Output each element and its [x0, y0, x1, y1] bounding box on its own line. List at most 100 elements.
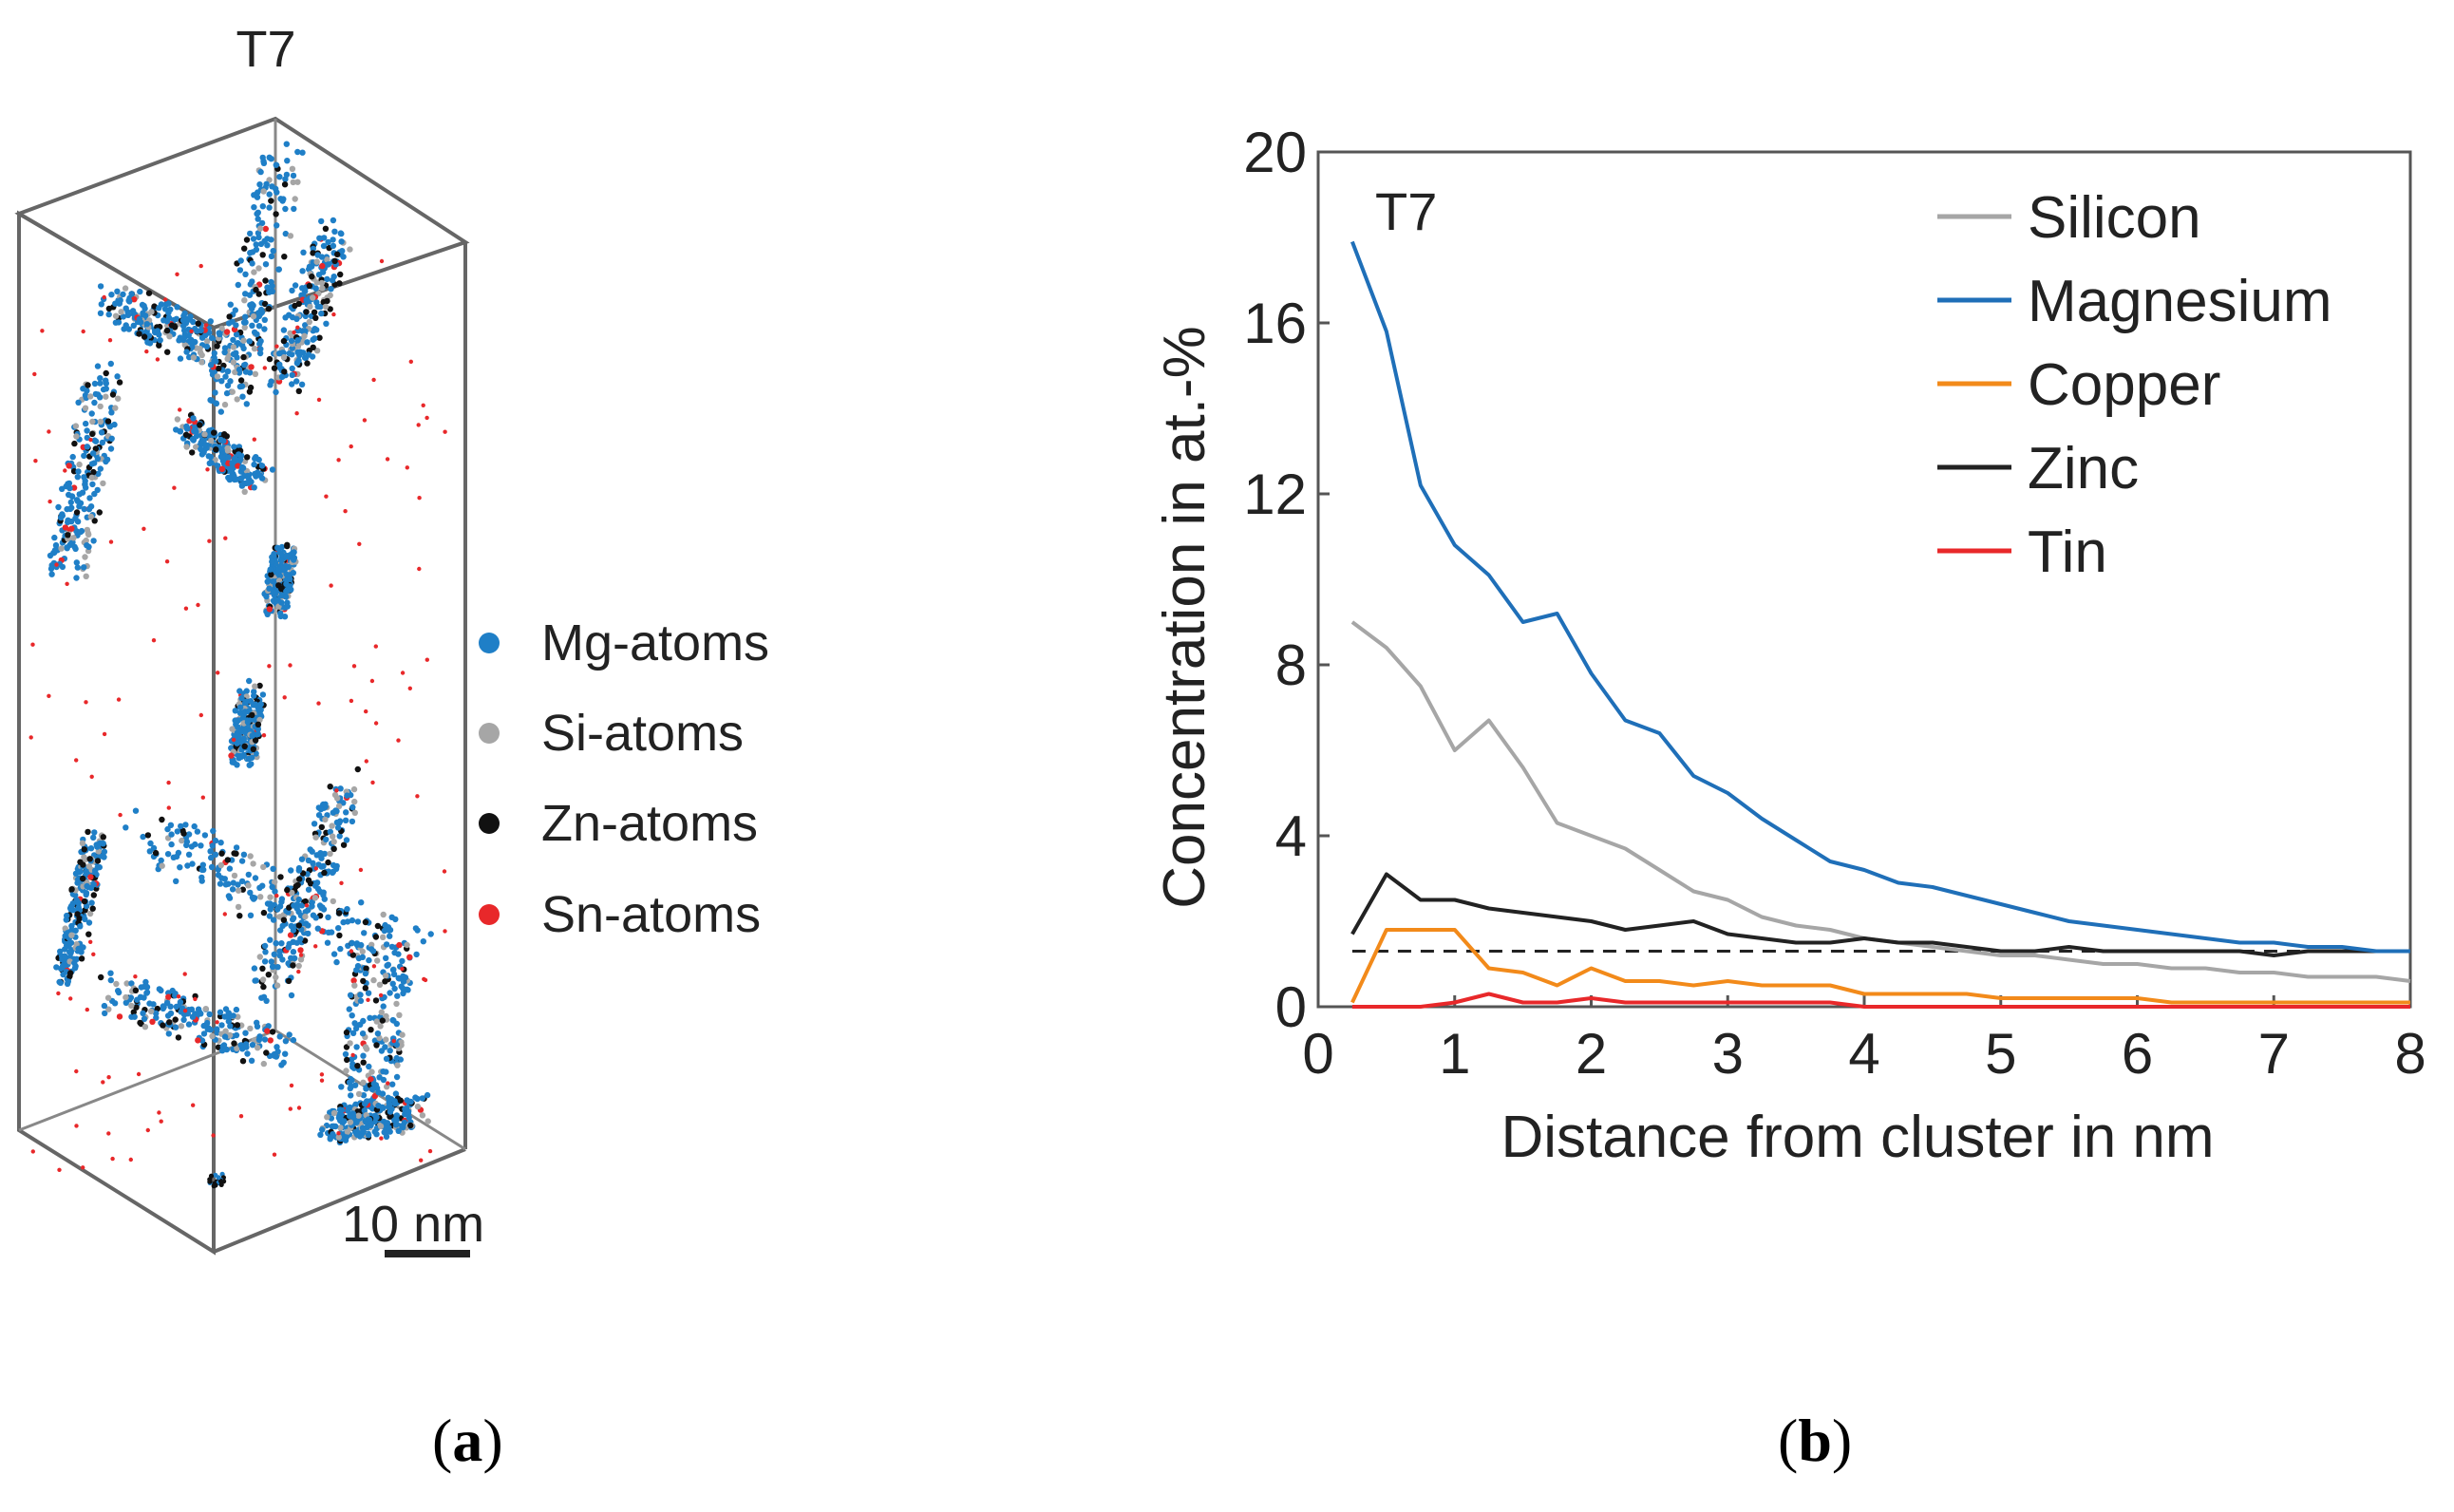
atom-dot [393, 1000, 400, 1008]
precipitate-rod [97, 283, 239, 372]
sn-atom-dot [216, 671, 220, 675]
atom-dot [270, 248, 276, 255]
atom-dot [354, 1131, 361, 1139]
sn-atom-dot [57, 1167, 62, 1173]
atom-dot [247, 250, 254, 256]
atom-dot [97, 403, 104, 410]
atom-dot [306, 318, 312, 326]
atom-dot [141, 1015, 148, 1023]
atom-dot [248, 1057, 255, 1065]
atom-dot [247, 302, 254, 309]
precipitate-rod [53, 828, 108, 988]
atom-dot [368, 1086, 376, 1093]
atom-dot [337, 1125, 344, 1131]
atom-dot [267, 566, 274, 573]
atom-dot [206, 1011, 213, 1018]
atom-dot [385, 961, 391, 968]
atom-dot [108, 292, 115, 298]
atom-dot [226, 865, 234, 872]
atom-dot [238, 383, 246, 389]
atom-dot [55, 503, 62, 511]
atom-dot [97, 380, 104, 387]
atom-dot [268, 378, 274, 385]
legend-label-si: Si-atoms [541, 705, 744, 762]
atom-dot [185, 332, 192, 339]
atom-dot [239, 1058, 247, 1065]
atom-dot [71, 959, 78, 967]
atom-dot [179, 837, 185, 844]
atom-dot [284, 603, 291, 610]
sn-atom-dot [334, 788, 339, 793]
sn-atom-dot [371, 964, 377, 969]
atom-dot [392, 1100, 399, 1107]
atom-dot [288, 922, 294, 930]
atom-dot [259, 691, 267, 698]
sn-atom-dot [145, 1127, 150, 1133]
atom-map-figure: T7 Mg-atoms Si-atoms Zn-atoms Sn-atoms [14, 21, 769, 1257]
atom-dot [420, 938, 426, 945]
atom-dot [98, 301, 105, 308]
sn-atom-dot [416, 423, 421, 427]
atom-dot [89, 430, 96, 438]
atom-dot [208, 437, 215, 444]
precipitate-rod [317, 1091, 431, 1144]
atom-dot [292, 196, 298, 202]
atom-dot [278, 1062, 285, 1068]
atom-dot [201, 431, 208, 438]
atom-dot [338, 1106, 346, 1114]
atom-dot [81, 846, 88, 853]
sn-atom-scatter [28, 258, 447, 1189]
atom-dot [251, 345, 258, 352]
atom-dot [277, 874, 284, 880]
atom-dot [81, 452, 87, 460]
sn-atom-dot [182, 972, 187, 976]
atom-dot [178, 1023, 185, 1030]
atom-dot [265, 306, 273, 312]
atom-dot [90, 892, 98, 898]
series-line-silicon [1350, 620, 2411, 983]
y-axis-label: Concentration in at.-% [1152, 326, 1218, 908]
atom-dot [289, 365, 295, 372]
atom-dot [250, 312, 257, 320]
atom-dot [390, 1017, 397, 1024]
precipitate-rod [173, 411, 276, 495]
atom-dot [128, 1002, 135, 1010]
sn-atom-dot [47, 429, 51, 434]
sn-atom-dot [157, 1110, 161, 1115]
atom-dot [169, 987, 176, 994]
atom-dot [243, 698, 250, 705]
atom-dot [221, 401, 229, 408]
atom-dot [146, 1000, 153, 1007]
atom-dot [338, 238, 345, 245]
sn-atom-dot [349, 444, 353, 449]
atom-dot [98, 973, 104, 981]
atom-dot [225, 1018, 232, 1025]
atom-dot [349, 917, 356, 924]
atom-dot [107, 445, 115, 452]
atom-dot [350, 977, 357, 984]
atom-dot [344, 906, 350, 913]
atom-dot [209, 1032, 216, 1040]
atom-dot [80, 875, 86, 882]
atom-dot [57, 514, 65, 521]
atom-dot [290, 962, 296, 969]
atom-dot [179, 317, 187, 324]
sn-atom-dot [166, 805, 171, 810]
atom-dot [252, 977, 258, 984]
sn-atom-dot [128, 1157, 133, 1162]
atom-dot [246, 762, 253, 768]
atom-dot [158, 857, 164, 864]
atom-dot [351, 1020, 358, 1027]
atom-dot [336, 280, 343, 287]
atom-dot [260, 863, 267, 871]
atom-dot [242, 291, 249, 297]
atom-dot [319, 1126, 326, 1133]
atom-dot [349, 1012, 355, 1019]
atom-dot [344, 918, 351, 925]
atom-dot [274, 1049, 281, 1055]
atom-dot [111, 1000, 119, 1007]
atom-dot [267, 894, 274, 900]
x-axis-label: Distance from cluster in nm [1501, 1105, 2214, 1170]
atom-dot [177, 864, 183, 871]
atom-dot [274, 964, 281, 971]
